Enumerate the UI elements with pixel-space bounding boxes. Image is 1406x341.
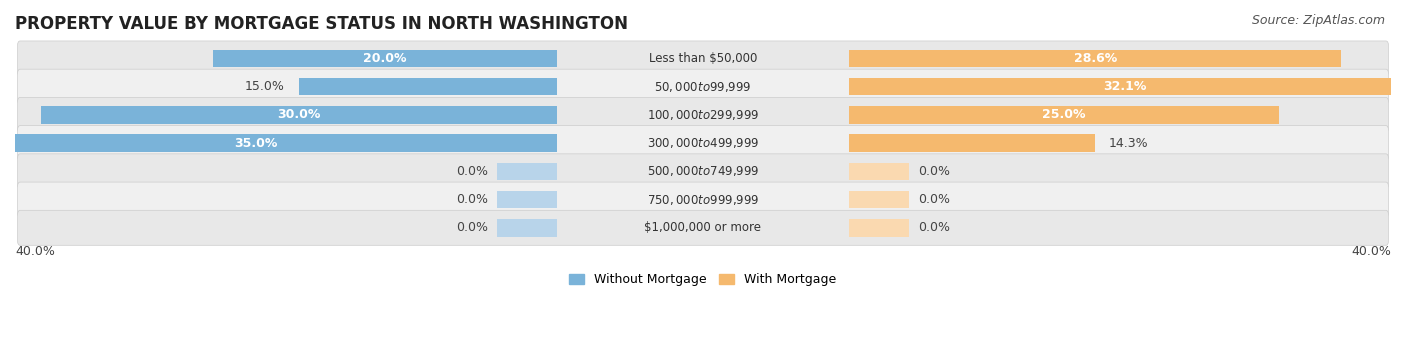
Bar bbox=[496, 191, 557, 208]
Text: $1,000,000 or more: $1,000,000 or more bbox=[644, 221, 762, 234]
FancyBboxPatch shape bbox=[18, 154, 1388, 189]
Bar bbox=[496, 219, 557, 237]
FancyBboxPatch shape bbox=[18, 182, 1388, 217]
FancyBboxPatch shape bbox=[18, 125, 1388, 161]
FancyBboxPatch shape bbox=[18, 98, 1388, 132]
Text: $500,000 to $749,999: $500,000 to $749,999 bbox=[647, 164, 759, 178]
Bar bbox=[849, 134, 1095, 152]
FancyBboxPatch shape bbox=[18, 41, 1388, 76]
Bar bbox=[849, 191, 910, 208]
Text: $50,000 to $99,999: $50,000 to $99,999 bbox=[654, 80, 752, 94]
FancyBboxPatch shape bbox=[18, 210, 1388, 245]
Text: $750,000 to $999,999: $750,000 to $999,999 bbox=[647, 193, 759, 207]
Bar bbox=[41, 106, 557, 124]
Text: 0.0%: 0.0% bbox=[456, 221, 488, 234]
Bar bbox=[849, 78, 1402, 95]
Text: 25.0%: 25.0% bbox=[1042, 108, 1085, 121]
Text: 0.0%: 0.0% bbox=[456, 165, 488, 178]
Text: 0.0%: 0.0% bbox=[456, 193, 488, 206]
Text: $100,000 to $299,999: $100,000 to $299,999 bbox=[647, 108, 759, 122]
Text: 20.0%: 20.0% bbox=[363, 52, 406, 65]
Bar bbox=[849, 219, 910, 237]
Text: 0.0%: 0.0% bbox=[918, 165, 950, 178]
Legend: Without Mortgage, With Mortgage: Without Mortgage, With Mortgage bbox=[564, 268, 842, 292]
Bar bbox=[849, 50, 1341, 67]
Text: 40.0%: 40.0% bbox=[1351, 245, 1391, 258]
Text: 40.0%: 40.0% bbox=[15, 245, 55, 258]
Text: $300,000 to $499,999: $300,000 to $499,999 bbox=[647, 136, 759, 150]
Bar bbox=[849, 106, 1279, 124]
Text: Source: ZipAtlas.com: Source: ZipAtlas.com bbox=[1251, 14, 1385, 27]
Bar bbox=[212, 50, 557, 67]
Text: 32.1%: 32.1% bbox=[1104, 80, 1147, 93]
Text: 15.0%: 15.0% bbox=[245, 80, 285, 93]
Text: 35.0%: 35.0% bbox=[235, 137, 277, 150]
Bar bbox=[496, 163, 557, 180]
FancyBboxPatch shape bbox=[18, 69, 1388, 104]
Text: Less than $50,000: Less than $50,000 bbox=[648, 52, 758, 65]
Text: 28.6%: 28.6% bbox=[1074, 52, 1116, 65]
Bar bbox=[299, 78, 557, 95]
Text: 30.0%: 30.0% bbox=[277, 108, 321, 121]
Text: 0.0%: 0.0% bbox=[918, 193, 950, 206]
Bar bbox=[0, 134, 557, 152]
Text: 14.3%: 14.3% bbox=[1109, 137, 1149, 150]
Text: PROPERTY VALUE BY MORTGAGE STATUS IN NORTH WASHINGTON: PROPERTY VALUE BY MORTGAGE STATUS IN NOR… bbox=[15, 15, 628, 33]
Bar bbox=[849, 163, 910, 180]
Text: 0.0%: 0.0% bbox=[918, 221, 950, 234]
